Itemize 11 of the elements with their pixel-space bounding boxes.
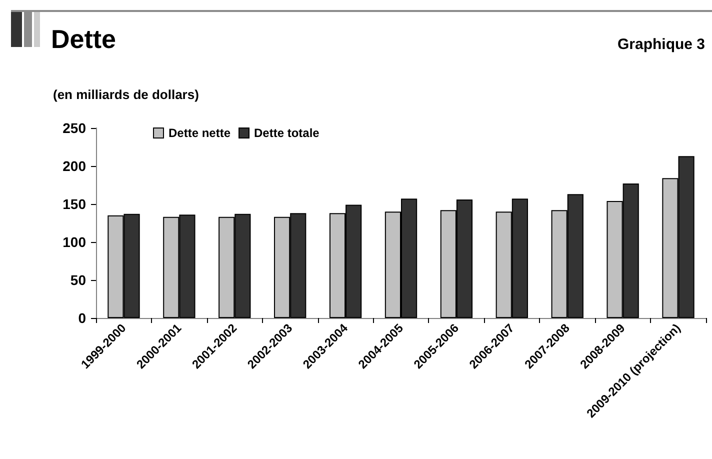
legend-label: Dette totale — [254, 126, 320, 140]
y-tick-label: 150 — [62, 196, 86, 212]
y-tick-label: 200 — [62, 158, 86, 174]
y-tick-label: 0 — [78, 310, 86, 326]
chart-title: Dette — [51, 24, 116, 54]
y-axis-title: (en milliards de dollars) — [53, 87, 199, 102]
y-tick-label: 250 — [62, 120, 86, 136]
y-tick-label: 100 — [62, 234, 86, 250]
legend-label: Dette nette — [168, 126, 231, 140]
y-tick-label: 50 — [70, 272, 86, 288]
text: Graphique 3 — [617, 36, 706, 53]
